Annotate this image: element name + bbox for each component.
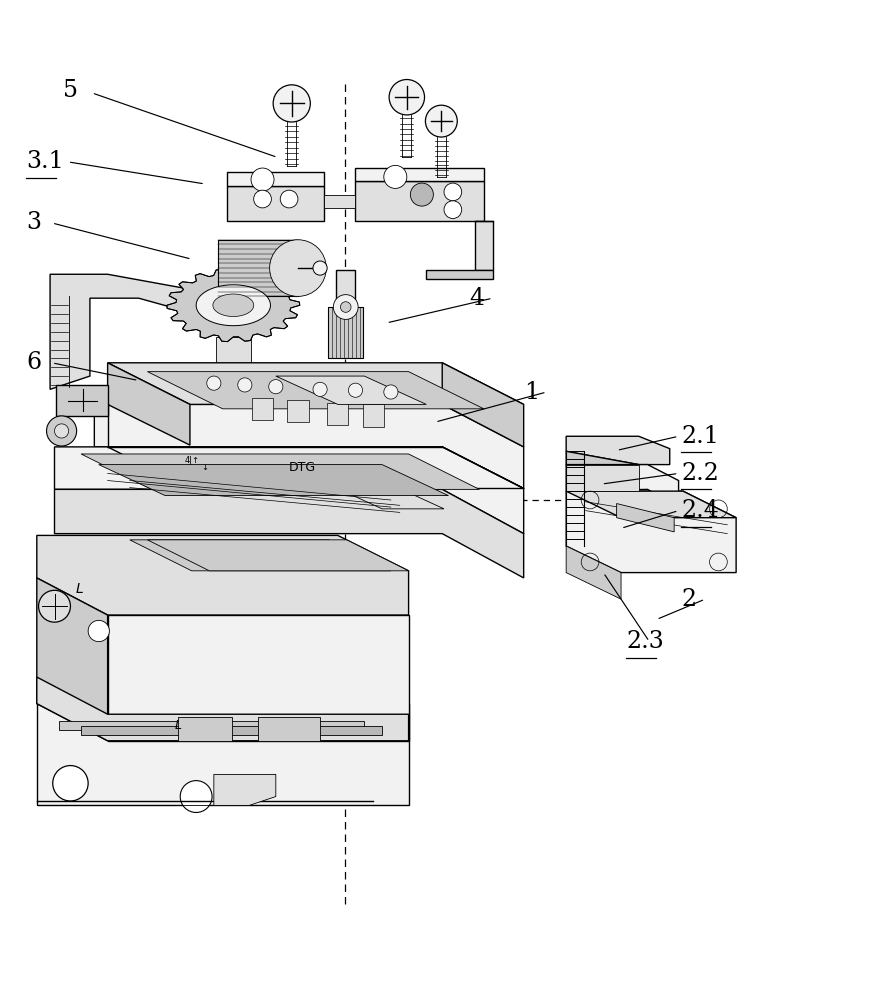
Polygon shape [567, 546, 621, 599]
Polygon shape [616, 504, 674, 532]
Polygon shape [56, 385, 107, 416]
Text: 6: 6 [26, 351, 42, 374]
Circle shape [389, 80, 424, 115]
Polygon shape [355, 181, 484, 221]
Polygon shape [50, 274, 236, 389]
Polygon shape [328, 307, 363, 358]
Text: 3: 3 [26, 211, 41, 234]
Text: 2.3: 2.3 [626, 630, 664, 653]
Polygon shape [218, 240, 298, 296]
Text: L: L [75, 582, 83, 596]
Polygon shape [567, 465, 678, 507]
Circle shape [270, 240, 326, 296]
Polygon shape [59, 721, 364, 730]
Circle shape [333, 295, 358, 319]
Polygon shape [213, 294, 254, 316]
Circle shape [46, 416, 76, 446]
Text: DTG: DTG [289, 461, 316, 474]
Polygon shape [107, 615, 408, 741]
Circle shape [410, 183, 433, 206]
Polygon shape [196, 285, 271, 326]
Polygon shape [227, 186, 324, 221]
Polygon shape [81, 726, 382, 735]
Polygon shape [81, 454, 480, 489]
Polygon shape [94, 404, 524, 488]
Polygon shape [324, 195, 355, 208]
Text: 4: 4 [469, 287, 484, 310]
Circle shape [384, 165, 407, 188]
Polygon shape [107, 447, 524, 488]
Circle shape [269, 380, 283, 394]
Circle shape [384, 385, 398, 399]
Circle shape [444, 183, 462, 201]
Circle shape [444, 201, 462, 218]
Text: ↓: ↓ [202, 463, 209, 472]
Circle shape [281, 190, 298, 208]
Polygon shape [258, 717, 320, 741]
Polygon shape [426, 270, 493, 279]
Polygon shape [475, 221, 493, 270]
Polygon shape [36, 535, 408, 615]
Circle shape [348, 383, 362, 397]
Polygon shape [288, 400, 308, 422]
Text: 4|↑: 4|↑ [184, 456, 199, 465]
Polygon shape [337, 488, 444, 509]
Polygon shape [227, 172, 324, 186]
Text: 2.1: 2.1 [681, 425, 719, 448]
Text: 1: 1 [524, 381, 539, 404]
Polygon shape [36, 578, 107, 741]
Polygon shape [327, 403, 348, 425]
Polygon shape [54, 489, 524, 578]
Polygon shape [214, 774, 276, 805]
Text: 2.4: 2.4 [681, 499, 719, 522]
Polygon shape [362, 404, 384, 427]
Polygon shape [567, 491, 736, 573]
Polygon shape [216, 337, 250, 363]
Polygon shape [355, 168, 484, 181]
Circle shape [38, 590, 70, 622]
Polygon shape [178, 717, 232, 741]
Polygon shape [167, 269, 300, 342]
Polygon shape [107, 363, 524, 404]
Text: 2.2: 2.2 [681, 462, 719, 485]
Circle shape [313, 382, 327, 396]
Circle shape [54, 424, 68, 438]
Polygon shape [567, 451, 670, 491]
Polygon shape [336, 270, 355, 341]
Polygon shape [147, 372, 484, 409]
Text: L: L [175, 719, 182, 732]
Polygon shape [567, 465, 638, 491]
Polygon shape [107, 363, 190, 445]
Text: 3.1: 3.1 [26, 150, 64, 173]
Circle shape [313, 261, 327, 275]
Polygon shape [36, 677, 408, 741]
Circle shape [88, 620, 109, 642]
Circle shape [238, 378, 252, 392]
Circle shape [274, 85, 310, 122]
Polygon shape [130, 540, 391, 571]
Circle shape [180, 781, 212, 812]
Circle shape [254, 190, 272, 208]
Circle shape [340, 302, 351, 312]
Polygon shape [442, 363, 524, 447]
Polygon shape [54, 447, 524, 534]
Text: 5: 5 [63, 79, 78, 102]
Circle shape [251, 168, 274, 191]
Circle shape [425, 105, 457, 137]
Circle shape [207, 376, 221, 390]
Circle shape [52, 766, 88, 801]
Polygon shape [567, 491, 736, 518]
Polygon shape [567, 436, 670, 465]
Polygon shape [147, 540, 408, 571]
Polygon shape [36, 704, 408, 805]
Polygon shape [99, 465, 448, 496]
Polygon shape [276, 376, 426, 404]
Polygon shape [252, 398, 274, 420]
Text: 2: 2 [681, 588, 696, 611]
